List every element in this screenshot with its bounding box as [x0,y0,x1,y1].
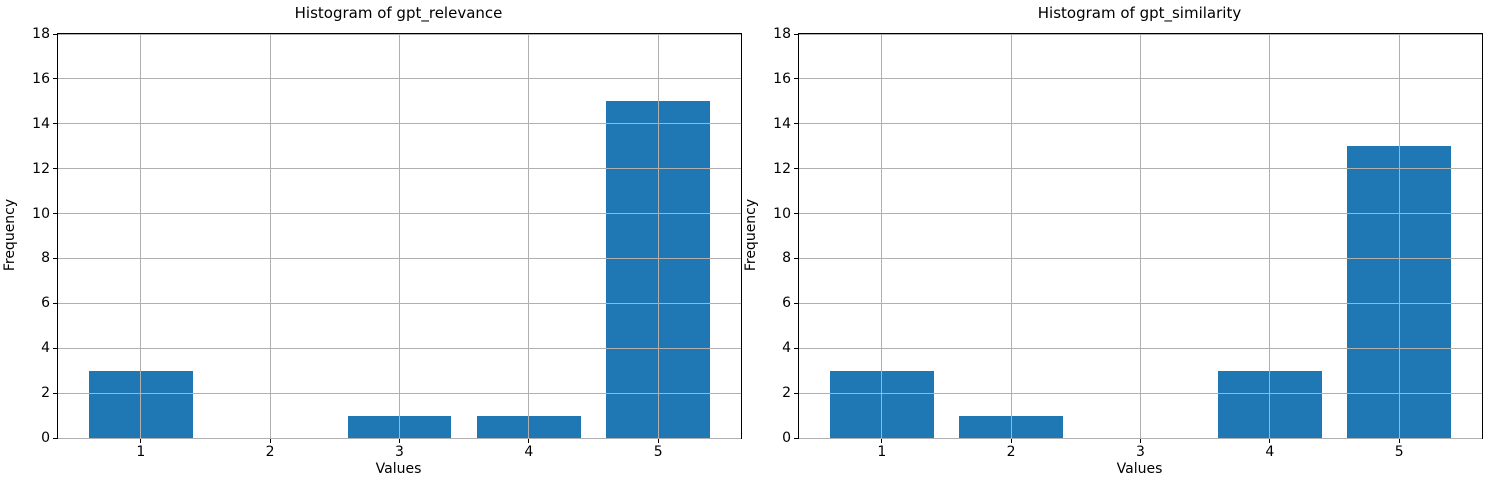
y-tick-label: 2 [782,385,791,402]
gridline-vertical [399,34,400,438]
x-tick-mark [1140,439,1141,443]
chart-gpt-relevance: Histogram of gpt_relevance Frequency 0 2 4… [0,4,742,477]
x-axis-label: Values [375,461,422,477]
y-tick-label: 12 [773,160,791,177]
x-tick-label: 1 [877,444,887,460]
y-tick-mark [794,33,798,35]
y-tick-label: 8 [782,250,791,267]
y-tick-label: 4 [782,340,791,357]
x-tick-label: 2 [265,444,275,460]
chart-title: Histogram of gpt_relevance [294,4,503,22]
y-tick-mark [53,347,57,349]
y-tick-label: 10 [32,205,50,222]
y-tick-label: 14 [773,115,791,132]
gridline-vertical [528,34,530,438]
y-tick-label: 16 [32,70,50,87]
y-tick-mark [53,437,57,439]
x-tick-mark [881,439,883,443]
y-axis-label: Frequency [2,198,19,272]
y-tick-label: 4 [41,340,50,357]
gridline-vertical [881,34,883,438]
y-axis-label-wrap: Frequency [0,33,20,437]
y-tick-mark [53,392,57,394]
x-tick-mark [528,439,530,443]
x-tick-label: 5 [1394,444,1404,460]
y-axis-label-wrap: Frequency [741,33,761,437]
y-tick-mark [53,302,57,304]
y-tick-mark [53,123,57,125]
y-tick-mark [53,78,57,80]
y-tick-mark [794,123,798,125]
gridline-vertical [1269,34,1271,438]
y-tick-mark [794,168,798,170]
gridline-vertical [269,34,271,438]
gridline-vertical [140,34,142,438]
y-tick-mark [794,347,798,349]
x-tick-mark [1269,439,1271,443]
gridline-horizontal [799,437,1482,439]
chart-title: Histogram of gpt_similarity [1037,4,1242,22]
gridline-horizontal [58,437,741,439]
y-tick-label: 8 [41,250,50,267]
x-tick-mark [140,439,142,443]
x-tick-label: 1 [136,444,146,460]
x-tick-mark [1010,439,1012,443]
plot-area: 0 2 4 6 8 10 12 14 16 18 1 2 3 4 5 [32,27,742,459]
y-tick-label: 16 [773,70,791,87]
x-tick-label: 4 [1265,444,1275,460]
x-tick-mark [1398,439,1400,443]
y-tick-mark [794,392,798,394]
y-tick-label: 14 [32,115,50,132]
x-tick-label: 3 [395,444,404,460]
y-tick-label: 2 [41,385,50,402]
y-tick-mark [794,213,798,215]
y-tick-label: 0 [782,430,791,446]
x-tick-label: 2 [1006,444,1016,460]
chart-gpt-similarity: Histogram of gpt_similarity Frequency 0 2… [741,0,1489,490]
y-tick-mark [794,257,798,259]
y-tick-label: 10 [773,205,791,222]
y-tick-mark [53,168,57,170]
y-tick-label: 12 [32,160,50,177]
y-tick-label: 6 [782,295,791,312]
y-tick-mark [53,213,57,215]
gridline-vertical [1398,34,1400,438]
x-tick-label: 4 [524,444,534,460]
x-tick-label: 3 [1136,444,1145,460]
y-tick-label: 18 [32,26,50,42]
y-axis-label: Frequency [743,198,760,272]
x-tick-mark [269,439,271,443]
x-axis-label: Values [1116,461,1163,477]
y-tick-mark [794,78,798,80]
gridline-vertical [1010,34,1012,438]
y-tick-label: 6 [41,295,50,312]
y-tick-mark [53,33,57,35]
plot-area: 0 2 4 6 8 10 12 14 16 18 1 2 3 4 5 [773,27,1483,459]
y-tick-label: 0 [41,430,50,446]
x-tick-label: 5 [653,444,663,460]
x-tick-mark [399,439,400,443]
y-tick-label: 18 [773,26,791,42]
y-tick-mark [794,437,798,439]
gridline-vertical [1140,34,1141,438]
gridline-vertical [657,34,659,438]
x-tick-mark [657,439,659,443]
y-tick-mark [53,257,57,259]
y-tick-mark [794,302,798,304]
